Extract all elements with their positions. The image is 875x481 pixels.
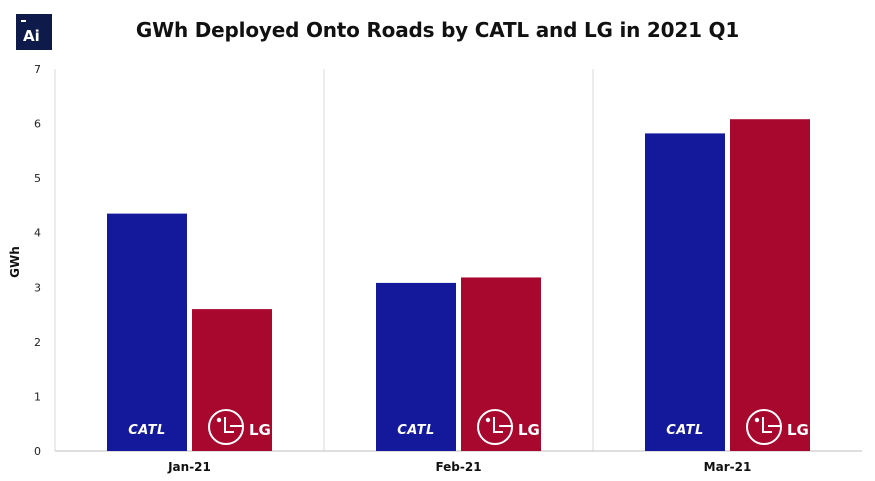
- lg-logo-dot: [754, 417, 760, 423]
- lg-logo-dot: [216, 417, 222, 423]
- lg-logo-icon: LG: [208, 409, 271, 445]
- y-tick-label: 1: [34, 390, 41, 403]
- lg-logo-dot: [485, 417, 491, 423]
- catl-logo: CATL: [397, 423, 435, 438]
- bar-catl-feb-21: [376, 282, 456, 451]
- y-tick-label: 7: [34, 63, 41, 76]
- lg-logo-l: [762, 417, 772, 433]
- lg-logo-text: LG: [518, 421, 540, 439]
- y-tick-label: 5: [34, 172, 41, 185]
- chart-title: GWh Deployed Onto Roads by CATL and LG i…: [135, 18, 740, 42]
- bar-catl-mar-21: [645, 133, 725, 451]
- y-tick-label: 6: [34, 118, 41, 131]
- x-tick-label: Feb-21: [435, 460, 481, 474]
- lg-logo-l: [224, 417, 234, 433]
- logo-dash: [21, 20, 26, 22]
- bar-lg-jan-21: [192, 309, 272, 451]
- catl-logo: CATL: [666, 423, 704, 438]
- lg-logo-icon: LG: [746, 409, 809, 445]
- y-axis-label: GWh: [8, 246, 22, 278]
- lg-logo-text: LG: [249, 421, 271, 439]
- y-tick-label: 0: [34, 445, 41, 458]
- x-tick-label: Mar-21: [704, 460, 752, 474]
- y-tick-label: 3: [34, 281, 41, 294]
- lg-logo-icon: LG: [477, 409, 540, 445]
- bar-catl-jan-21: [107, 213, 187, 451]
- x-tick-label: Jan-21: [167, 460, 211, 474]
- catl-logo: CATL: [128, 423, 166, 438]
- lg-logo-text: LG: [787, 421, 809, 439]
- y-tick-label: 4: [34, 227, 41, 240]
- y-tick-label: 2: [34, 336, 41, 349]
- logo-badge: Ai: [16, 14, 52, 50]
- bar-lg-feb-21: [461, 277, 541, 451]
- bar-lg-mar-21: [730, 119, 810, 451]
- logo-text: Ai: [23, 27, 40, 45]
- lg-logo-l: [493, 417, 503, 433]
